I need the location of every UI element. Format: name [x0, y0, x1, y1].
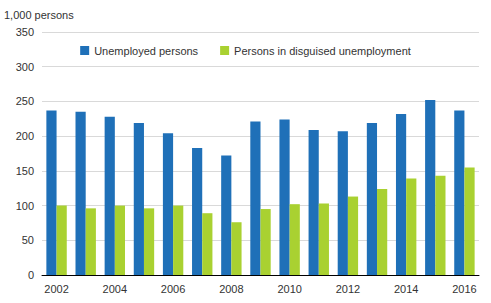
- svg-text:350: 350: [16, 26, 34, 38]
- svg-text:2016: 2016: [452, 283, 476, 295]
- svg-text:250: 250: [16, 95, 34, 107]
- svg-text:2010: 2010: [277, 283, 301, 295]
- svg-text:50: 50: [22, 234, 34, 246]
- svg-text:200: 200: [16, 130, 34, 142]
- svg-text:2008: 2008: [219, 283, 243, 295]
- svg-text:2006: 2006: [161, 283, 185, 295]
- svg-text:Unemployed persons: Unemployed persons: [94, 45, 198, 57]
- svg-text:2014: 2014: [394, 283, 418, 295]
- svg-text:2004: 2004: [103, 283, 127, 295]
- svg-text:1,000 persons: 1,000 persons: [4, 9, 74, 21]
- svg-text:2002: 2002: [44, 283, 68, 295]
- svg-text:2012: 2012: [336, 283, 360, 295]
- svg-text:300: 300: [16, 61, 34, 73]
- svg-text:150: 150: [16, 165, 34, 177]
- svg-text:Persons in disguised unemploym: Persons in disguised unemployment: [234, 45, 411, 57]
- svg-text:100: 100: [16, 200, 34, 212]
- svg-text:0: 0: [28, 269, 34, 281]
